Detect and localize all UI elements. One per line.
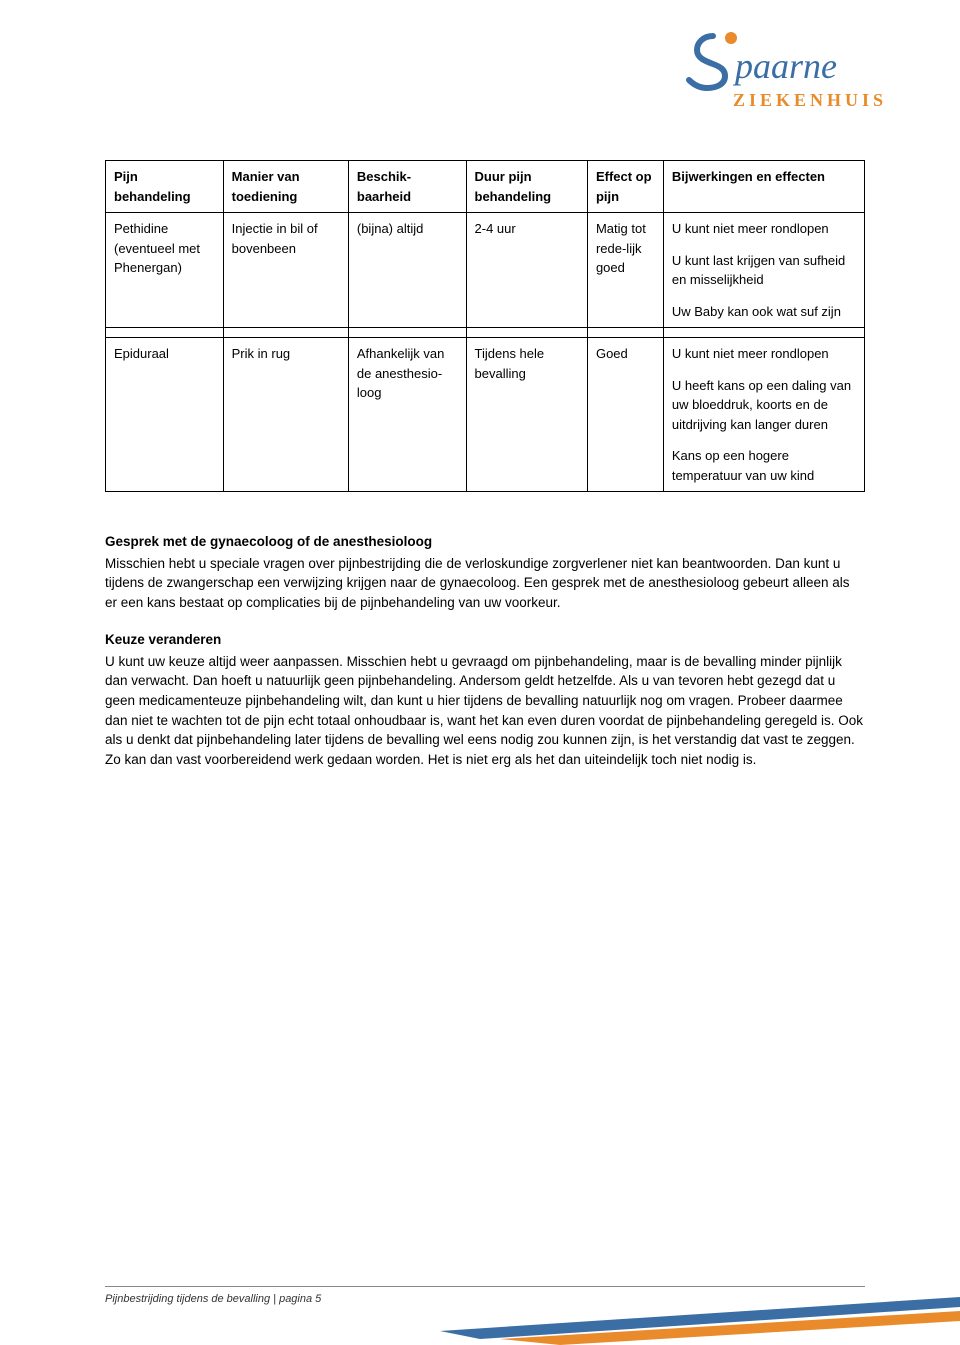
cell: Pethidine (eventueel met Phenergan): [106, 213, 224, 328]
cell-paragraph: U kunt niet meer rondlopen: [672, 344, 856, 364]
brand-subtitle: ZIEKENHUIS: [733, 90, 887, 110]
cell: Prik in rug: [223, 338, 348, 492]
table-header-row: Pijn behandeling Manier van toediening B…: [106, 161, 865, 213]
col-header: Duur pijn behandeling: [466, 161, 587, 213]
cell: 2-4 uur: [466, 213, 587, 328]
col-header: Effect op pijn: [587, 161, 663, 213]
table-row: Epiduraal Prik in rug Afhankelijk van de…: [106, 338, 865, 492]
cell: Tijdens hele bevalling: [466, 338, 587, 492]
table-spacer: [106, 328, 865, 338]
col-header: Bijwerkingen en effecten: [663, 161, 864, 213]
cell: Afhankelijk van de anesthesio-loog: [348, 338, 466, 492]
section-body: Misschien hebt u speciale vragen over pi…: [105, 554, 865, 613]
cell-paragraph: Kans op een hogere temperatuur van uw ki…: [672, 446, 856, 485]
cell-paragraph: Uw Baby kan ook wat suf zijn: [672, 302, 856, 322]
cell: Injectie in bil of bovenbeen: [223, 213, 348, 328]
footer-decoration: [440, 1287, 960, 1345]
brand-name: paarne: [732, 46, 837, 86]
col-header: Pijn behandeling: [106, 161, 224, 213]
cell: Epiduraal: [106, 338, 224, 492]
cell: Matig tot rede-lijk goed: [587, 213, 663, 328]
treatment-table: Pijn behandeling Manier van toediening B…: [105, 160, 865, 492]
brand-logo: paarne ZIEKENHUIS: [685, 28, 890, 118]
section-heading: Keuze veranderen: [105, 630, 865, 650]
footer-text: Pijnbestrijding tijdens de bevalling | p…: [105, 1293, 321, 1305]
section-heading: Gesprek met de gynaecoloog of de anesthe…: [105, 532, 865, 552]
cell-paragraph: U kunt last krijgen van sufheid en misse…: [672, 251, 856, 290]
cell: Goed: [587, 338, 663, 492]
cell: U kunt niet meer rondlopen U heeft kans …: [663, 338, 864, 492]
col-header: Manier van toediening: [223, 161, 348, 213]
cell: U kunt niet meer rondlopen U kunt last k…: [663, 213, 864, 328]
col-header: Beschik-baarheid: [348, 161, 466, 213]
section-body: U kunt uw keuze altijd weer aanpassen. M…: [105, 652, 865, 769]
cell: (bijna) altijd: [348, 213, 466, 328]
table-row: Pethidine (eventueel met Phenergan) Inje…: [106, 213, 865, 328]
cell-paragraph: U kunt niet meer rondlopen: [672, 219, 856, 239]
cell-paragraph: U heeft kans op een daling van uw bloedd…: [672, 376, 856, 435]
